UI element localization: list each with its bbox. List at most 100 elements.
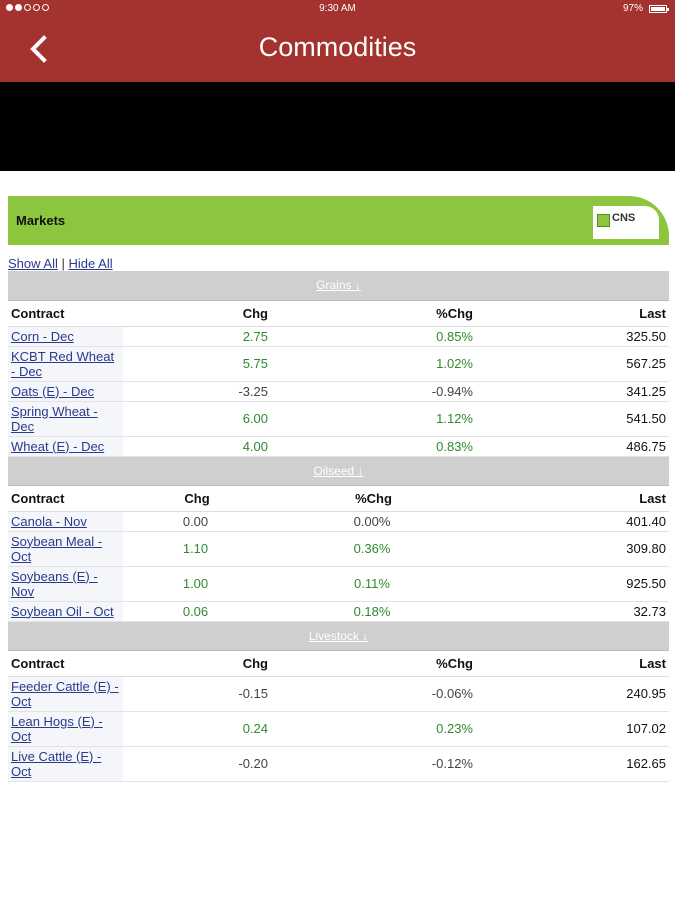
contract-cell: Wheat (E) - Dec: [8, 436, 123, 457]
chg-cell: 1.00: [123, 566, 271, 602]
status-time: 9:30 AM: [319, 3, 356, 14]
pct-chg-cell: 0.11%: [271, 566, 476, 602]
chevron-left-icon: [30, 35, 47, 63]
section-toggle-link[interactable]: Livestock ↓: [308, 628, 369, 643]
col-header-last: Last: [476, 650, 669, 677]
cns-logo-text: CNS: [612, 212, 636, 224]
contract-link[interactable]: Oats (E) - Dec: [11, 383, 95, 399]
show-all-link[interactable]: Show All: [8, 256, 58, 271]
table-row: Soybean Meal - Oct 1.10 0.36% 309.80: [8, 531, 669, 567]
chg-cell: 5.75: [123, 346, 271, 382]
contract-cell: Lean Hogs (E) - Oct: [8, 711, 123, 747]
contract-cell: Oats (E) - Dec: [8, 381, 123, 402]
contract-link[interactable]: Wheat (E) - Dec: [11, 438, 105, 454]
contract-link[interactable]: Spring Wheat - Dec: [11, 403, 98, 434]
cns-logo-icon: [597, 214, 610, 227]
pct-chg-cell: 1.12%: [271, 401, 476, 437]
contract-cell: Live Cattle (E) - Oct: [8, 746, 123, 782]
table-row: Wheat (E) - Dec 4.00 0.83% 486.75: [8, 436, 669, 457]
chg-cell: 2.75: [123, 326, 271, 347]
markets-header: Markets CNS: [8, 196, 669, 245]
pct-chg-cell: 0.83%: [271, 436, 476, 457]
contract-cell: Feeder Cattle (E) - Oct: [8, 676, 123, 712]
last-cell: 486.75: [476, 436, 669, 457]
contract-cell: Soybean Oil - Oct: [8, 601, 123, 622]
contract-link[interactable]: Corn - Dec: [11, 328, 74, 344]
col-header-last: Last: [476, 485, 669, 512]
column-headers: Contract Chg %Chg Last: [8, 650, 669, 677]
battery-icon: [649, 5, 669, 13]
col-header-contract: Contract: [8, 485, 123, 512]
chg-cell: -0.20: [123, 746, 271, 782]
link-separator: |: [61, 256, 65, 271]
section-toggle-link[interactable]: Oilseed ↓: [313, 463, 364, 478]
pct-chg-cell: 0.00%: [271, 511, 476, 532]
pct-chg-cell: -0.94%: [271, 381, 476, 402]
contract-link[interactable]: Live Cattle (E) - Oct: [11, 748, 102, 779]
table-row: Spring Wheat - Dec 6.00 1.12% 541.50: [8, 401, 669, 437]
signal-icon: [6, 4, 49, 11]
back-button[interactable]: [24, 30, 54, 68]
banner-area: [0, 82, 675, 171]
section-header: Grains ↓: [8, 271, 669, 301]
hide-all-link[interactable]: Hide All: [68, 256, 113, 271]
chg-cell: 0.24: [123, 711, 271, 747]
col-header-chg: Chg: [123, 300, 271, 327]
pct-chg-cell: 0.23%: [271, 711, 476, 747]
pct-chg-cell: 0.85%: [271, 326, 476, 347]
pct-chg-cell: -0.12%: [271, 746, 476, 782]
contract-link[interactable]: Lean Hogs (E) - Oct: [11, 713, 103, 744]
table-row: Feeder Cattle (E) - Oct -0.15 -0.06% 240.95: [8, 676, 669, 712]
last-cell: 341.25: [476, 381, 669, 402]
col-header-chg: Chg: [123, 485, 271, 512]
last-cell: 240.95: [476, 676, 669, 712]
contract-cell: Canola - Nov: [8, 511, 123, 532]
table-row: Corn - Dec 2.75 0.85% 325.50: [8, 326, 669, 347]
contract-cell: KCBT Red Wheat - Dec: [8, 346, 123, 382]
battery-percent: 97%: [622, 3, 643, 14]
column-headers: Contract Chg %Chg Last: [8, 485, 669, 512]
section-toggle-link[interactable]: Grains ↓: [316, 278, 361, 293]
nav-bar: Commodities: [0, 18, 675, 82]
markets-label: Markets: [16, 213, 66, 228]
chg-cell: 6.00: [123, 401, 271, 437]
chg-cell: 1.10: [123, 531, 271, 567]
contract-cell: Soybean Meal - Oct: [8, 531, 123, 567]
table-row: Soybeans (E) - Nov 1.00 0.11% 925.50: [8, 566, 669, 602]
contract-cell: Soybeans (E) - Nov: [8, 566, 123, 602]
section-header: Oilseed ↓: [8, 456, 669, 486]
col-header-contract: Contract: [8, 650, 123, 677]
chg-cell: -0.15: [123, 676, 271, 712]
contract-link[interactable]: Canola - Nov: [11, 513, 87, 529]
last-cell: 401.40: [476, 511, 669, 532]
last-cell: 325.50: [476, 326, 669, 347]
col-header-chg: Chg: [123, 650, 271, 677]
table-row: Live Cattle (E) - Oct -0.20 -0.12% 162.65: [8, 746, 669, 782]
table-row: Soybean Oil - Oct 0.06 0.18% 32.73: [8, 601, 669, 622]
table-row: KCBT Red Wheat - Dec 5.75 1.02% 567.25: [8, 346, 669, 382]
contract-link[interactable]: KCBT Red Wheat - Dec: [11, 348, 115, 379]
chg-cell: 0.00: [123, 511, 271, 532]
contract-cell: Spring Wheat - Dec: [8, 401, 123, 437]
last-cell: 309.80: [476, 531, 669, 567]
chg-cell: 4.00: [123, 436, 271, 457]
commodities-table: Grains ↓ Contract Chg %Chg Last Corn - Dec 2.7…: [8, 271, 669, 782]
markets-panel: Markets CNS Show All | Hide All Grains ↓…: [8, 196, 669, 782]
show-hide-links: Show All | Hide All: [8, 245, 669, 271]
contract-link[interactable]: Soybeans (E) - Nov: [11, 568, 98, 599]
last-cell: 567.25: [476, 346, 669, 382]
status-bar: 9:30 AM 97%: [0, 0, 675, 18]
contract-link[interactable]: Feeder Cattle (E) - Oct: [11, 678, 119, 709]
pct-chg-cell: 0.18%: [271, 601, 476, 622]
last-cell: 541.50: [476, 401, 669, 437]
pct-chg-cell: 0.36%: [271, 531, 476, 567]
col-header-pct-chg: %Chg: [271, 650, 476, 677]
chg-cell: 0.06: [123, 601, 271, 622]
page-title: Commodities: [258, 32, 417, 62]
contract-cell: Corn - Dec: [8, 326, 123, 347]
cns-logo: CNS: [593, 206, 659, 239]
col-header-pct-chg: %Chg: [271, 300, 476, 327]
contract-link[interactable]: Soybean Meal - Oct: [11, 533, 103, 564]
col-header-pct-chg: %Chg: [271, 485, 476, 512]
contract-link[interactable]: Soybean Oil - Oct: [11, 603, 114, 619]
